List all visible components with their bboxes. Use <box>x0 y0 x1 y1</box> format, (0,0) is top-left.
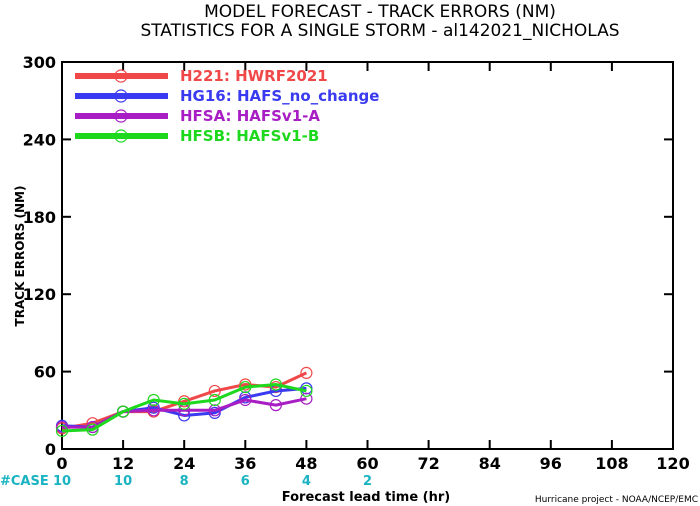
x-axis-label: Forecast lead time (hr) <box>282 490 450 505</box>
x-tick-label: 24 <box>173 454 195 473</box>
data-point <box>239 380 252 394</box>
case-count: 4 <box>302 474 311 489</box>
data-point <box>147 393 160 407</box>
series-lines <box>55 366 313 438</box>
data-point <box>116 405 130 418</box>
series-line-3 <box>61 383 307 433</box>
case-label: #CASE <box>0 474 49 489</box>
y-tick-label: 300 <box>23 53 56 72</box>
y-tick-label: 240 <box>23 130 56 149</box>
y-tick-label: 120 <box>23 285 56 304</box>
case-count: 2 <box>363 474 372 489</box>
x-tick-label: 84 <box>479 454 501 473</box>
x-tick-label: 72 <box>417 454 439 473</box>
data-point <box>208 404 221 417</box>
data-point <box>239 393 252 407</box>
x-tick-label: 12 <box>112 454 134 473</box>
data-point <box>208 384 221 398</box>
y-tick-label: 60 <box>34 363 56 382</box>
x-tick-label: 96 <box>540 454 562 473</box>
data-point <box>269 399 282 412</box>
case-count: 6 <box>241 474 250 489</box>
y-tick-label: 180 <box>23 208 56 227</box>
case-count: 10 <box>114 474 132 489</box>
data-point <box>208 393 221 407</box>
y-tick-label: 0 <box>45 440 56 459</box>
legend-marker <box>114 69 128 83</box>
x-tick-label: 0 <box>56 454 67 473</box>
data-point <box>55 420 69 434</box>
axis-ticks: 0 60 120 180 240 300 0 12 24 36 48 60 72 84 96 108 120 <box>23 53 690 473</box>
series-line-0 <box>61 371 308 430</box>
legend-entry: HFSB: HAFSv1-B <box>180 127 319 145</box>
case-count: 10 <box>53 474 71 489</box>
data-point <box>86 423 99 436</box>
chart-subtitle: STATISTICS FOR A SINGLE STORM - al142021… <box>140 21 619 41</box>
credit-text: Hurricane project - NOAA/NCEP/EMC <box>535 495 698 505</box>
data-point <box>300 366 313 379</box>
data-point <box>147 404 160 417</box>
legend-marker <box>114 129 128 143</box>
x-tick-label: 48 <box>295 454 317 473</box>
y-axis-label: TRACK ERRORS (NM) <box>13 186 27 327</box>
legend-entry: H221: HWRF2021 <box>180 67 328 85</box>
data-point <box>55 424 69 438</box>
legend-marker <box>114 109 128 123</box>
data-point <box>300 392 313 405</box>
case-counts: #CASE 10 10 8 6 4 2 <box>0 474 372 489</box>
data-point <box>300 384 313 398</box>
x-tick-label: 60 <box>356 454 378 473</box>
plot-frame <box>61 61 674 450</box>
legend-marker <box>114 89 128 103</box>
data-point <box>178 397 191 410</box>
legend: H221: HWRF2021 HG16: HAFS_no_change HFSA: … <box>75 67 379 145</box>
legend-entry: HFSA: HAFSv1-A <box>180 107 320 125</box>
chart-title: MODEL FORECAST - TRACK ERRORS (NM) <box>204 2 556 22</box>
x-tick-label: 36 <box>234 454 256 473</box>
legend-entry: HG16: HAFS_no_change <box>180 87 379 105</box>
data-point <box>269 378 282 391</box>
case-count: 8 <box>180 474 189 489</box>
x-tick-label: 120 <box>656 454 689 473</box>
x-tick-label: 108 <box>595 454 628 473</box>
